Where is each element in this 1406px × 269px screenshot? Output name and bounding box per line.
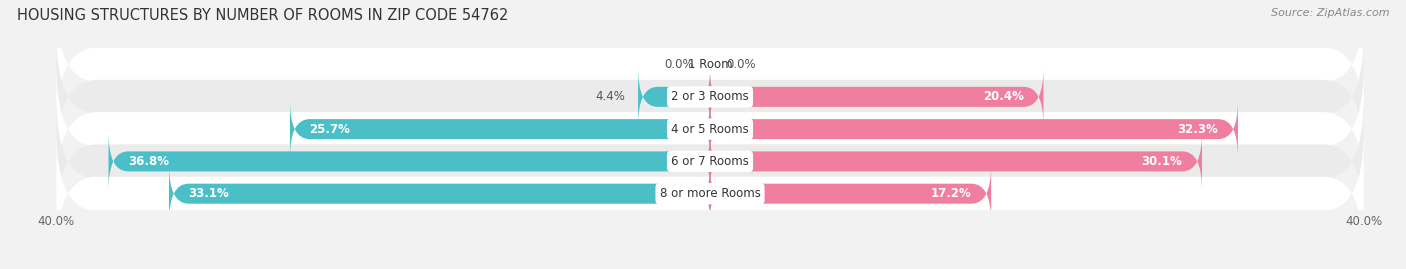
Text: 4 or 5 Rooms: 4 or 5 Rooms xyxy=(671,123,749,136)
Text: 0.0%: 0.0% xyxy=(664,58,693,71)
FancyBboxPatch shape xyxy=(638,68,710,126)
Text: 33.1%: 33.1% xyxy=(188,187,229,200)
FancyBboxPatch shape xyxy=(56,33,1364,161)
FancyBboxPatch shape xyxy=(56,65,1364,193)
Text: 30.1%: 30.1% xyxy=(1142,155,1182,168)
FancyBboxPatch shape xyxy=(56,98,1364,225)
Text: 1 Room: 1 Room xyxy=(688,58,733,71)
FancyBboxPatch shape xyxy=(56,130,1364,257)
Text: 0.0%: 0.0% xyxy=(727,58,756,71)
FancyBboxPatch shape xyxy=(710,133,1202,190)
Text: 25.7%: 25.7% xyxy=(309,123,350,136)
Text: 4.4%: 4.4% xyxy=(595,90,626,103)
Text: Source: ZipAtlas.com: Source: ZipAtlas.com xyxy=(1271,8,1389,18)
FancyBboxPatch shape xyxy=(108,133,710,190)
FancyBboxPatch shape xyxy=(710,100,1237,158)
Text: 20.4%: 20.4% xyxy=(983,90,1024,103)
FancyBboxPatch shape xyxy=(56,1,1364,128)
FancyBboxPatch shape xyxy=(710,165,991,222)
Text: HOUSING STRUCTURES BY NUMBER OF ROOMS IN ZIP CODE 54762: HOUSING STRUCTURES BY NUMBER OF ROOMS IN… xyxy=(17,8,508,23)
Text: 32.3%: 32.3% xyxy=(1178,123,1219,136)
FancyBboxPatch shape xyxy=(290,100,710,158)
Text: 2 or 3 Rooms: 2 or 3 Rooms xyxy=(671,90,749,103)
Text: 17.2%: 17.2% xyxy=(931,187,972,200)
Text: 6 or 7 Rooms: 6 or 7 Rooms xyxy=(671,155,749,168)
FancyBboxPatch shape xyxy=(710,68,1043,126)
Text: 8 or more Rooms: 8 or more Rooms xyxy=(659,187,761,200)
FancyBboxPatch shape xyxy=(169,165,710,222)
Text: 36.8%: 36.8% xyxy=(128,155,169,168)
